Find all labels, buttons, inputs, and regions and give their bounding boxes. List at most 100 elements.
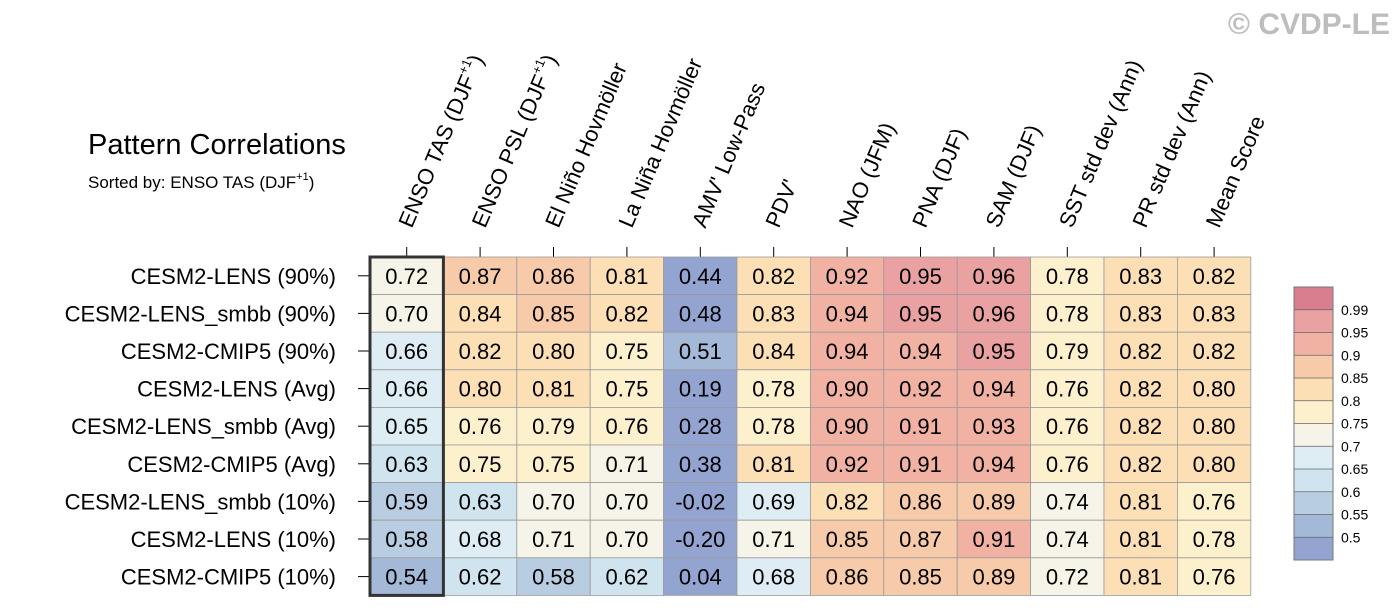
heatmap-cell — [956, 369, 1032, 408]
cell-value: 0.90 — [826, 414, 869, 439]
cell-value: 0.54 — [385, 565, 428, 590]
cell-value: 0.65 — [385, 414, 428, 439]
column-label: SAM (DJF) — [980, 121, 1046, 231]
column-label: PR std dev (Ann) — [1127, 67, 1215, 231]
heatmap-cell — [810, 406, 885, 446]
colorbar-segment — [1294, 491, 1333, 515]
column-label: SST std dev (Ann) — [1054, 56, 1147, 231]
column-label-text: AMV' Low-Pass — [687, 79, 770, 231]
row-label: CESM2-CMIP5 (10%) — [121, 565, 336, 590]
cell-value: 0.96 — [972, 264, 1015, 289]
column-label: NAO (JFM) — [834, 119, 900, 231]
colorbar: 0.99 0.95 0.9 0.85 0.8 0.75 0.7 0.65 0.6 0.55 0.5 — [1293, 286, 1368, 561]
cell-value: 0.85 — [899, 565, 942, 590]
cell-value: 0.82 — [1119, 414, 1162, 439]
heatmap-cell — [956, 256, 1032, 295]
cell-value: 0.78 — [752, 414, 795, 439]
heatmap-cell — [736, 331, 811, 371]
heatmap-cell — [1177, 369, 1252, 408]
heatmap-cell — [956, 331, 1032, 371]
colorbar-label: 0.85 — [1341, 370, 1368, 386]
heatmap-cell — [369, 444, 444, 483]
heatmap-cell — [442, 256, 518, 295]
column-label-text: SAM (DJF) — [980, 121, 1046, 231]
heatmap-cell — [1177, 256, 1252, 295]
column-label: AMV' Low-Pass — [687, 79, 770, 231]
heatmap-cell — [1030, 406, 1105, 446]
cell-value: 0.80 — [1193, 377, 1236, 402]
cell-value: -0.20 — [675, 527, 725, 552]
watermark: © CVDP-LE — [1228, 8, 1390, 41]
heatmap-cell — [736, 519, 811, 559]
cell-value: 0.92 — [826, 264, 869, 289]
cell-value: 0.62 — [605, 565, 648, 590]
heatmap-cell — [516, 406, 591, 446]
heatmap-cell — [516, 557, 591, 596]
sorted-column-highlight — [368, 255, 445, 597]
heatmap-cell — [1103, 444, 1178, 483]
cell-value: 0.82 — [1193, 339, 1236, 364]
heatmap-cell — [1103, 482, 1178, 521]
cell-value: 0.82 — [459, 339, 502, 364]
cell-value: 0.94 — [826, 301, 869, 326]
cell-value: 0.75 — [459, 452, 502, 477]
cell-value: 0.82 — [1193, 264, 1236, 289]
heatmap-cell — [736, 369, 811, 408]
heatmap-cell — [810, 369, 885, 408]
cell-value: 0.92 — [899, 377, 942, 402]
cell-value: 0.89 — [972, 565, 1015, 590]
cell-value: 0.70 — [605, 489, 648, 514]
cell-value: 0.86 — [899, 489, 942, 514]
cell-value: 0.80 — [532, 339, 575, 364]
colorbar-segment — [1294, 355, 1333, 379]
cell-value: 0.71 — [532, 527, 575, 552]
row-label: CESM2-CMIP5 (Avg) — [127, 452, 336, 477]
cell-value: 0.84 — [752, 339, 795, 364]
heatmap-cell — [1030, 557, 1105, 596]
cell-value: 0.94 — [972, 377, 1015, 402]
heatmap-cell — [1030, 294, 1105, 333]
heatmap-cell — [589, 331, 665, 371]
cell-value: 0.81 — [1119, 565, 1162, 590]
heatmap-cell — [1030, 444, 1105, 483]
heatmap-cell — [442, 482, 518, 521]
cell-value: 0.81 — [752, 452, 795, 477]
column-label-text: PR std dev (Ann) — [1127, 67, 1215, 231]
cell-value: 0.78 — [1193, 527, 1236, 552]
colorbar-label: 0.6 — [1341, 484, 1361, 500]
cell-value: 0.68 — [459, 527, 502, 552]
row-label: CESM2-LENS_smbb (10%) — [65, 489, 336, 514]
cell-value: 0.82 — [1119, 339, 1162, 364]
heatmap-cell — [956, 519, 1032, 559]
cell-value: 0.72 — [1046, 565, 1089, 590]
cell-value: 0.74 — [1046, 527, 1089, 552]
row-label: CESM2-LENS_smbb (Avg) — [71, 414, 336, 439]
heatmap-cell — [516, 294, 591, 333]
heatmap-cell — [442, 369, 518, 408]
cell-value: 0.72 — [385, 264, 428, 289]
colorbar-label: 0.75 — [1341, 416, 1368, 432]
heatmap-cell — [1030, 331, 1105, 371]
cell-value: 0.91 — [972, 527, 1015, 552]
heatmap-cell — [663, 406, 738, 446]
colorbar-segment — [1294, 400, 1333, 424]
heatmap-cell — [810, 557, 885, 596]
cell-value: 0.94 — [972, 452, 1015, 477]
cell-value: 0.82 — [1119, 452, 1162, 477]
cell-value: 0.04 — [679, 565, 722, 590]
heatmap-cell — [1030, 369, 1105, 408]
cell-value: 0.92 — [826, 452, 869, 477]
heatmap-cell — [956, 406, 1032, 446]
subtitle-prefix: Sorted by: ENSO TAS (DJF — [88, 173, 296, 192]
heatmap-cell — [1177, 444, 1252, 483]
column-label: Mean Score — [1201, 112, 1270, 231]
cell-value: 0.76 — [1046, 414, 1089, 439]
heatmap-cell — [589, 557, 665, 596]
heatmap-cell — [516, 519, 591, 559]
cell-value: 0.90 — [826, 377, 869, 402]
cell-value: 0.81 — [605, 264, 648, 289]
cell-value: 0.76 — [1193, 489, 1236, 514]
heatmap-cell — [1103, 369, 1178, 408]
colorbar-segment — [1294, 332, 1333, 356]
column-label-text: SST std dev (Ann) — [1054, 56, 1147, 231]
